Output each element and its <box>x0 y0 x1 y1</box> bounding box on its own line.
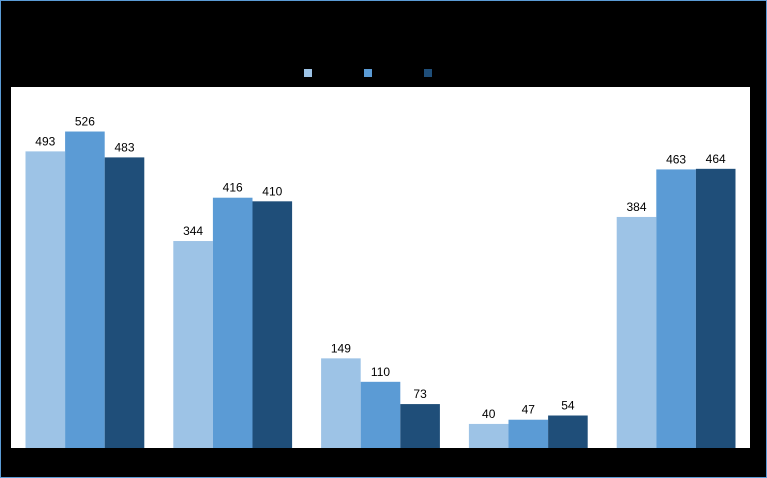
bar <box>656 169 696 448</box>
data-label: 493 <box>35 134 55 148</box>
data-label: 344 <box>183 224 203 238</box>
legend-marker <box>424 69 432 77</box>
bar <box>173 241 213 448</box>
data-label: 416 <box>223 181 243 195</box>
data-label: 483 <box>114 140 134 154</box>
bar <box>104 157 145 448</box>
data-label: 40 <box>482 407 496 421</box>
data-label: 463 <box>666 152 686 166</box>
bar <box>321 358 361 448</box>
bar <box>252 201 293 448</box>
legend-marker <box>304 69 312 77</box>
bar <box>468 423 509 448</box>
bar <box>65 131 105 449</box>
bar <box>360 381 401 448</box>
bar <box>508 419 549 448</box>
bar <box>400 404 440 448</box>
data-label: 54 <box>561 399 575 413</box>
bar <box>25 151 66 448</box>
bar <box>548 415 588 448</box>
legend-marker <box>364 69 372 77</box>
bar <box>212 197 253 448</box>
data-label: 73 <box>413 387 427 401</box>
data-label: 410 <box>262 184 282 198</box>
data-label: 526 <box>75 115 95 129</box>
data-label: 47 <box>522 403 536 417</box>
data-label: 384 <box>626 200 646 214</box>
data-label: 464 <box>706 152 726 166</box>
data-label: 110 <box>371 365 390 379</box>
bar <box>695 168 736 448</box>
data-label: 149 <box>331 341 351 355</box>
bar <box>616 216 657 448</box>
